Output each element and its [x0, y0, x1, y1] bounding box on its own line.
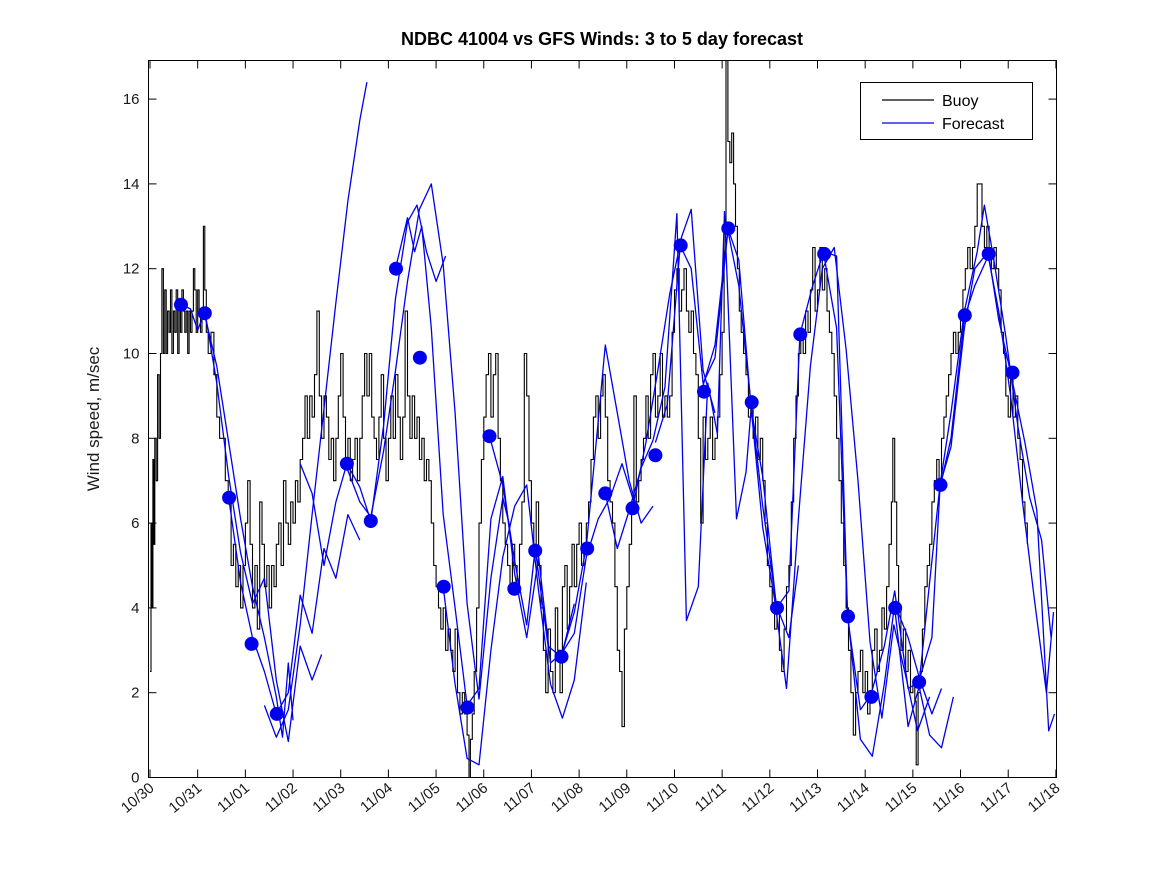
forecast-marker [673, 238, 688, 253]
forecast-line [178, 302, 323, 743]
legend-forecast-label: Forecast [942, 116, 1005, 133]
forecast-marker [244, 636, 259, 651]
forecast-marker [697, 384, 711, 399]
forecast-marker [981, 246, 996, 261]
x-tick-label: 11/08 [548, 780, 587, 816]
forecast-marker [174, 297, 188, 312]
y-tick-label: 12 [123, 261, 140, 278]
forecast-line [228, 497, 361, 715]
x-tick-label: 11/02 [262, 780, 301, 816]
forecast-marker [412, 350, 427, 365]
x-tick-label: 11/10 [643, 780, 682, 816]
x-tick-label: 11/18 [1025, 780, 1064, 816]
chart-title: NDBC 41004 vs GFS Winds: 3 to 5 day fore… [401, 29, 803, 49]
y-tick-label: 10 [123, 346, 140, 363]
forecast-marker [957, 308, 972, 323]
forecast-line [654, 229, 800, 639]
x-tick-label: 11/17 [977, 780, 1016, 816]
forecast-marker [507, 581, 522, 596]
forecast-marker [841, 609, 855, 624]
x-tick-label: 10/31 [166, 780, 206, 817]
forecast-line [894, 204, 1052, 728]
forecast-marker [363, 514, 378, 528]
forecast-marker [888, 600, 903, 615]
forecast-marker [389, 261, 403, 276]
x-tick-label: 11/11 [692, 780, 730, 816]
x-tick-label: 11/03 [309, 780, 348, 816]
forecast-marker [222, 490, 237, 505]
y-tick-label: 6 [131, 515, 139, 532]
forecast-marker [339, 456, 354, 471]
forecast-marker [598, 486, 613, 501]
x-tick-label: 11/16 [929, 780, 968, 816]
y-tick-label: 4 [131, 600, 139, 617]
forecast-line [346, 183, 511, 700]
x-tick-label: 11/15 [882, 780, 921, 816]
x-tick-label: 11/01 [214, 780, 253, 816]
forecast-line [204, 315, 294, 738]
forecast-line [394, 217, 575, 707]
forecast-line [299, 204, 447, 567]
forecast-marker [625, 501, 640, 516]
forecast-marker [648, 448, 663, 463]
forecast-marker [933, 477, 948, 492]
forecast-marker [436, 579, 451, 594]
forecast-line [488, 344, 654, 658]
forecast-marker [269, 706, 284, 721]
y-axis-label: Wind speed, m/sec [84, 346, 103, 491]
forecast-line [263, 81, 368, 738]
plot-series [150, 60, 1056, 778]
forecast-marker [460, 700, 475, 715]
forecast-line [442, 484, 587, 766]
forecast-marker [721, 221, 736, 236]
forecast-marker [817, 246, 832, 261]
forecast-marker [912, 675, 927, 690]
forecast-line [917, 684, 955, 749]
forecast-marker [580, 541, 595, 556]
x-tick-label: 11/04 [357, 780, 396, 816]
forecast-marker [793, 327, 808, 342]
forecast-line [604, 210, 752, 622]
x-tick-label: 11/14 [834, 780, 873, 816]
y-tick-label: 2 [131, 685, 139, 702]
legend-box [860, 82, 1033, 140]
x-tick-label: 11/13 [786, 780, 825, 816]
y-tick-label: 0 [131, 770, 139, 787]
x-tick-label: 11/12 [739, 780, 778, 816]
forecast-marker [554, 649, 569, 664]
x-tick-label: 11/06 [452, 780, 491, 816]
forecast-marker [1005, 365, 1020, 380]
y-tick-label: 8 [131, 430, 139, 447]
forecast-marker [744, 395, 759, 410]
y-tick-label: 14 [123, 176, 140, 193]
forecast-line [939, 251, 1056, 732]
forecast-marker [482, 429, 497, 444]
plot-frame [148, 60, 1057, 778]
x-tick-label: 11/07 [500, 780, 539, 816]
legend: Buoy Forecast [860, 82, 1033, 140]
y-tick-label: 16 [123, 91, 140, 108]
forecast-marker [770, 600, 784, 615]
x-tick-label: 11/05 [405, 780, 444, 816]
legend-buoy-label: Buoy [942, 93, 978, 110]
forecast-marker [864, 689, 879, 704]
forecast-line [702, 227, 931, 732]
forecast-marker [528, 543, 543, 558]
forecast-marker [197, 306, 212, 321]
x-tick-label: 11/09 [596, 780, 635, 816]
buoy-line [150, 60, 1028, 778]
